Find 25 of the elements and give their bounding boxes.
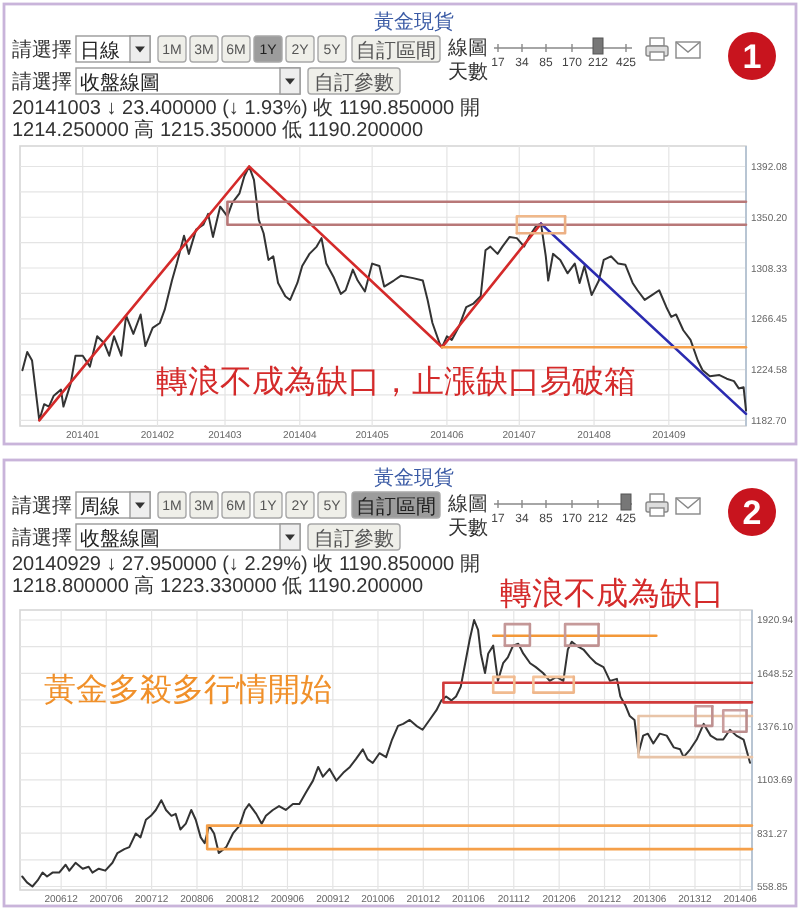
button: 自訂參數 [307,67,401,95]
dropdown: 收盤線圖 [75,67,301,95]
chart-subtitle: 20141003 ↓ 23.400000 (↓ 1.93%) 收 1190.850000 開 1214.250000 高 1215.350000 低 1190.200000 [12,98,480,142]
button: 自訂區間 [351,491,441,519]
text: 請選擇 [12,494,72,518]
badge: 1 [728,32,776,80]
text: 請選擇 [12,38,72,62]
dropdown: 日線 [75,35,151,63]
badge: 2 [728,488,776,536]
chart-subtitle: 20140929 ↓ 27.950000 (↓ 2.29%) 收 1190.850000 開 1218.800000 高 1223.330000 低 1190.200000 [12,554,480,598]
dropdown: 周線 [75,491,151,519]
annotation: 黃金多殺多行情開始 [44,670,332,708]
annotation: 轉浪不成為缺口 [500,574,724,612]
text: 請選擇 [12,526,72,550]
text: 天數 [448,516,488,540]
text: 線圖 [446,38,488,60]
dropdown: 收盤線圖 [75,523,301,551]
chart-title: 黃金現貨 [374,10,454,34]
annotation: 轉浪不成為缺口，止漲缺口易破箱 [156,362,636,400]
text: 線圖 [446,494,488,516]
button: 自訂區間 [351,35,441,63]
text: 請選擇 [12,70,72,94]
chart-title: 黃金現貨 [374,466,454,490]
button: 自訂參數 [307,523,401,551]
text: 天數 [448,60,488,84]
